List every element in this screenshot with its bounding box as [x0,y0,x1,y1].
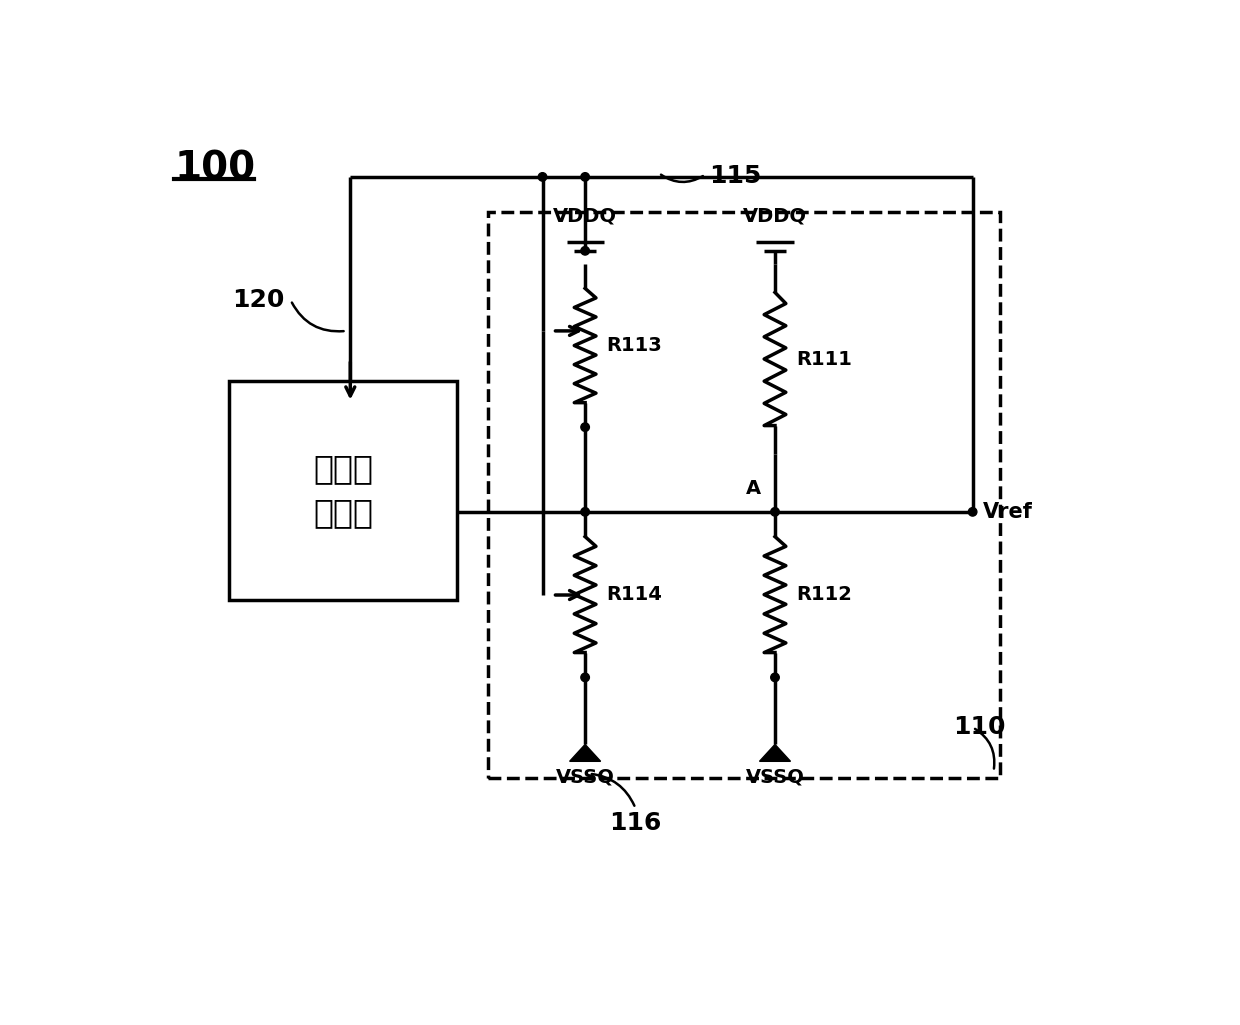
Text: 120: 120 [233,288,285,312]
Text: R113: R113 [606,336,662,355]
Text: R114: R114 [606,585,662,604]
Text: 110: 110 [954,715,1006,739]
Text: VSSQ: VSSQ [745,768,805,786]
Text: 116: 116 [609,811,662,834]
Circle shape [580,247,589,255]
Text: 100: 100 [175,150,255,188]
Circle shape [538,172,547,181]
Polygon shape [569,744,600,762]
Polygon shape [759,744,791,762]
Circle shape [580,423,589,432]
Circle shape [771,507,779,516]
Bar [489,211,999,778]
Text: 噪声检
测电路: 噪声检 测电路 [312,452,373,529]
Text: Vref: Vref [983,502,1033,522]
Text: VSSQ: VSSQ [556,768,615,786]
Text: A: A [746,479,761,498]
Text: 115: 115 [709,164,761,188]
Bar [228,381,458,601]
Circle shape [580,673,589,682]
Text: VDDQ: VDDQ [553,206,618,226]
Circle shape [968,507,977,516]
Circle shape [580,172,589,181]
Circle shape [771,673,779,682]
Text: VDDQ: VDDQ [743,206,807,226]
Text: R111: R111 [796,350,852,369]
Text: R112: R112 [796,585,852,604]
Circle shape [580,507,589,516]
